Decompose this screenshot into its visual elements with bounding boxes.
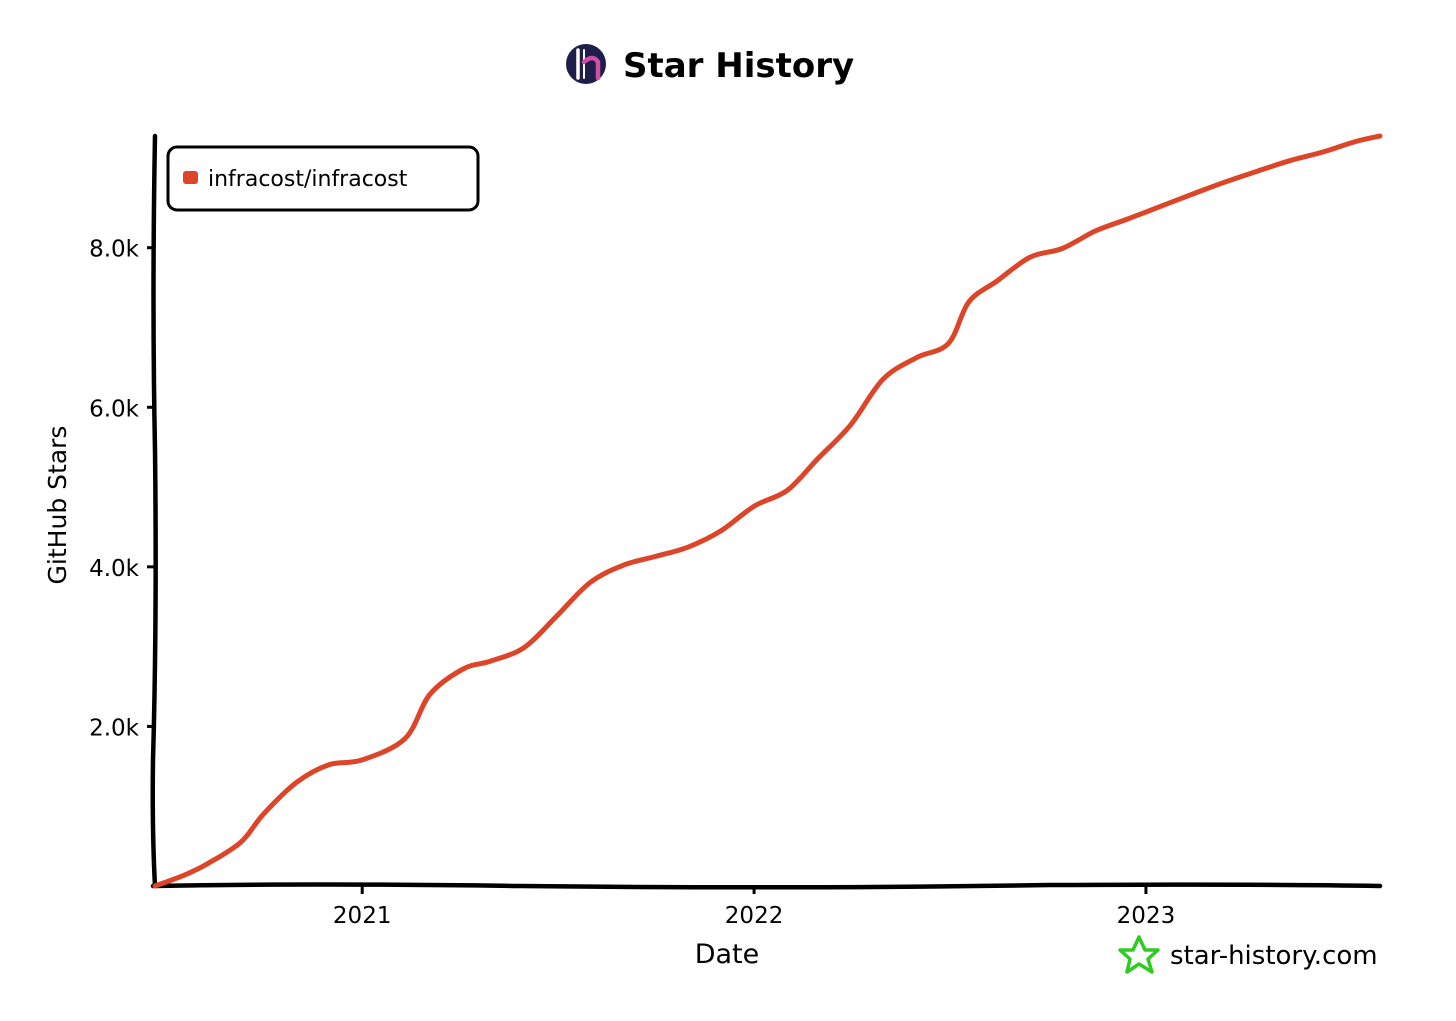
- series-point: [719, 529, 723, 533]
- legend-box: [166, 145, 480, 212]
- series-point: [967, 300, 971, 304]
- series-point: [153, 884, 157, 888]
- chart-header: Star History: [566, 44, 854, 86]
- series-line-infracost: [152, 133, 1383, 889]
- x-tick-label: 2022: [725, 903, 784, 929]
- series-point: [239, 840, 243, 844]
- y-tick-label: 8.0k: [89, 237, 140, 263]
- series-point: [914, 356, 918, 360]
- chart-title: Star History: [623, 46, 854, 86]
- series-point: [1353, 140, 1357, 144]
- y-axis-label: GitHub Stars: [43, 426, 72, 585]
- x-axis-ticks: 2021 2022 2023: [333, 886, 1175, 929]
- series-point: [555, 614, 559, 618]
- series-point: [295, 780, 299, 784]
- x-tick-label: 2021: [333, 903, 392, 929]
- series-point: [183, 873, 187, 877]
- series-point: [1060, 247, 1064, 251]
- footer-brand: star-history.com: [1118, 935, 1378, 974]
- legend-label: infracost/infracost: [208, 167, 408, 192]
- series-point: [1093, 229, 1097, 233]
- series-point: [815, 457, 819, 461]
- y-tick-label: 4.0k: [89, 556, 140, 582]
- y-tick-label: 6.0k: [89, 396, 140, 422]
- series-point: [653, 554, 657, 558]
- series-layer: [152, 133, 1383, 889]
- y-axis-line: [150, 133, 158, 889]
- series-point: [621, 563, 625, 567]
- y-tick-label: 2.0k: [89, 715, 140, 741]
- series-point: [785, 488, 789, 492]
- series-point: [360, 758, 364, 762]
- series-point: [881, 377, 885, 381]
- series-point: [995, 279, 999, 283]
- x-axis-label: Date: [695, 939, 760, 970]
- x-tick-label: 2023: [1117, 903, 1176, 929]
- series-point: [1288, 159, 1292, 163]
- series-point: [522, 645, 526, 649]
- series-point: [261, 812, 265, 816]
- series-point: [1321, 150, 1325, 154]
- series-point: [946, 341, 950, 345]
- legend-swatch: [183, 171, 198, 184]
- series-point: [1222, 180, 1226, 184]
- series-point: [849, 423, 853, 427]
- series-point: [327, 763, 331, 767]
- series-point: [1028, 255, 1032, 259]
- axes: [150, 133, 1383, 890]
- series-point: [687, 545, 691, 549]
- star-history-logo-icon: [566, 44, 606, 84]
- series-point: [1192, 191, 1196, 195]
- y-axis-ticks: 2.0k 4.0k 6.0k 8.0k: [89, 237, 155, 741]
- green-star-icon: [1118, 935, 1160, 974]
- series-point: [752, 504, 756, 508]
- series-point: [428, 693, 432, 697]
- series-point: [1378, 134, 1382, 138]
- x-axis-line: [150, 882, 1383, 890]
- legend: infracost/infracost: [166, 145, 480, 212]
- series-point: [461, 667, 465, 671]
- series-point: [403, 736, 407, 740]
- series-point: [1159, 204, 1163, 208]
- series-point: [489, 659, 493, 663]
- series-point: [1256, 169, 1260, 173]
- series-point: [206, 862, 210, 866]
- brand-text: star-history.com: [1170, 941, 1378, 971]
- series-point: [588, 581, 592, 585]
- series-point: [1126, 217, 1130, 221]
